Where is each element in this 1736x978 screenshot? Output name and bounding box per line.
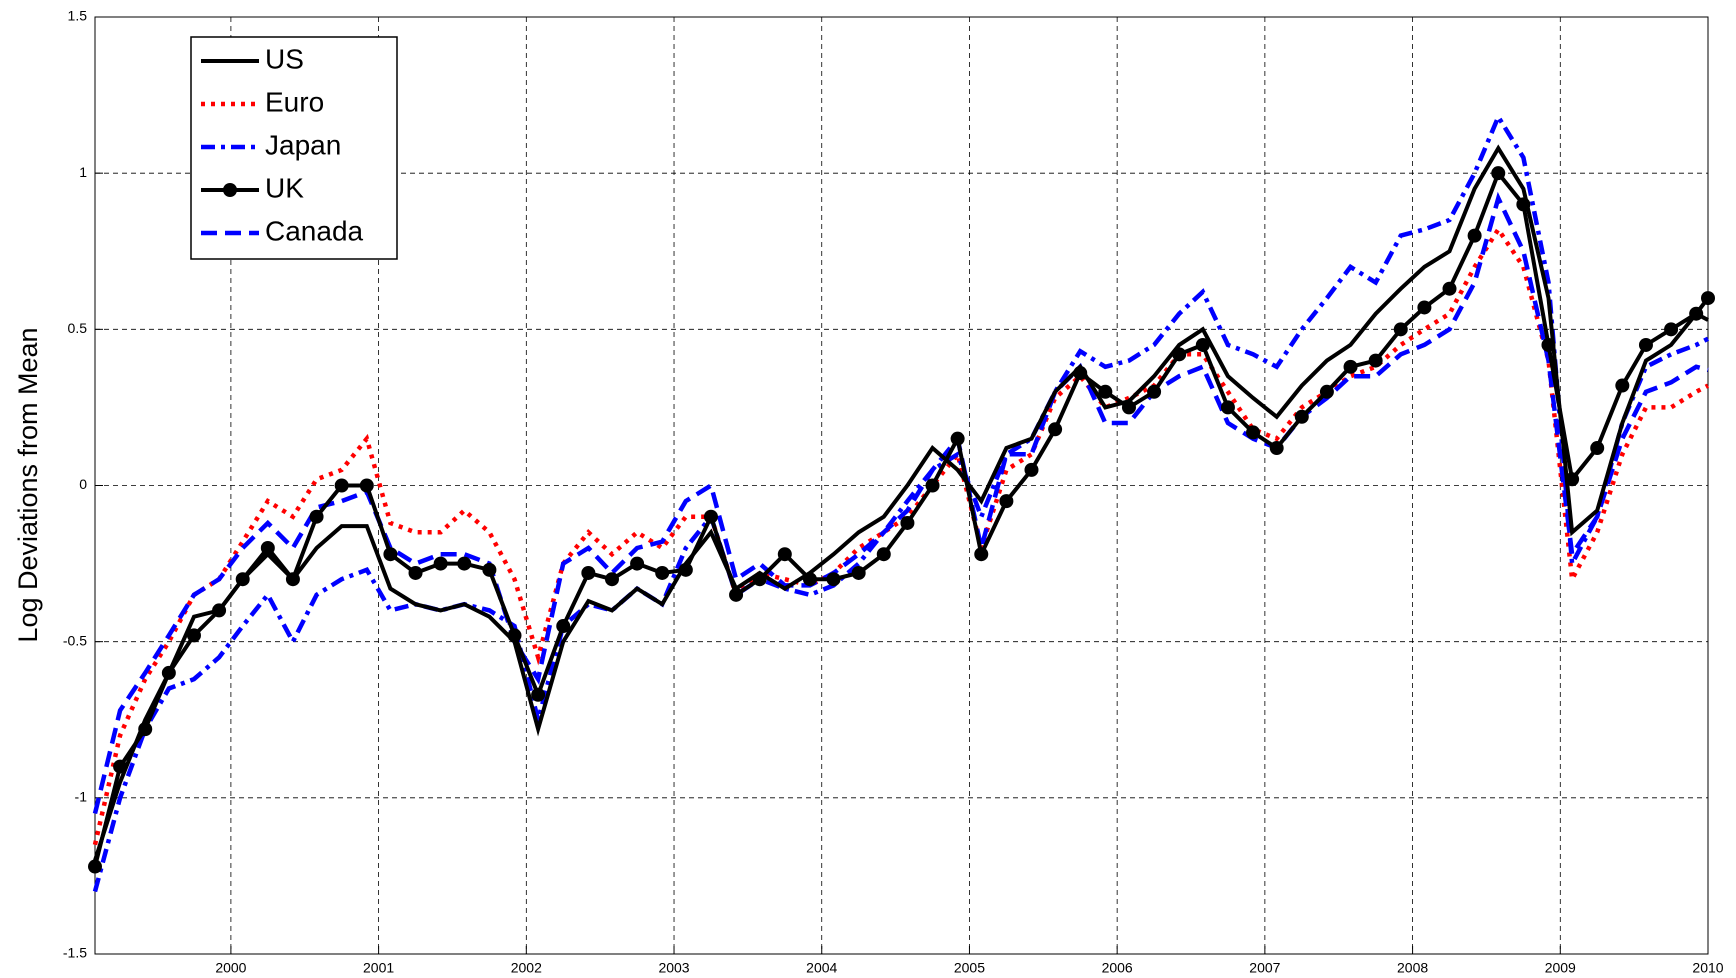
- series-marker: [383, 547, 398, 562]
- series-marker: [309, 509, 324, 524]
- legend-label: Japan: [265, 129, 341, 160]
- x-tick-label: 2003: [658, 960, 689, 976]
- y-tick-label: -0.5: [63, 632, 87, 648]
- series-marker: [507, 628, 522, 643]
- series-marker: [1121, 400, 1136, 415]
- series-marker: [161, 665, 176, 680]
- series-marker: [1615, 378, 1630, 393]
- series-marker: [752, 572, 767, 587]
- legend-box: [190, 36, 398, 260]
- series-marker: [1590, 441, 1605, 456]
- series-marker: [1701, 291, 1715, 306]
- x-tick-label: 2007: [1249, 960, 1280, 976]
- series-marker: [1565, 472, 1580, 487]
- y-tick-label: 0: [79, 476, 87, 492]
- y-tick-label: 1: [79, 164, 87, 180]
- series-marker: [581, 565, 596, 580]
- series-line: [92, 225, 1710, 846]
- series-marker: [851, 565, 866, 580]
- x-tick-label: 2010: [1692, 960, 1723, 976]
- series-line: [93, 144, 1709, 861]
- series-marker: [1195, 337, 1210, 352]
- legend-label: Euro: [265, 86, 324, 117]
- series-marker: [1664, 322, 1679, 337]
- series-marker: [703, 509, 718, 524]
- series-marker: [359, 478, 374, 493]
- legend-label: Canada: [265, 215, 364, 246]
- series-marker: [950, 431, 965, 446]
- series-marker: [630, 556, 645, 571]
- series-marker: [1220, 400, 1235, 415]
- x-tick-label: 2008: [1397, 960, 1428, 976]
- series-marker: [974, 547, 989, 562]
- x-tick-label: 2004: [806, 960, 837, 976]
- series-marker: [457, 556, 472, 571]
- series-marker: [1343, 359, 1358, 374]
- legend-label: UK: [265, 172, 304, 203]
- series-marker: [408, 565, 423, 580]
- series-marker: [113, 759, 128, 774]
- series-marker: [88, 859, 102, 874]
- series-marker: [1147, 384, 1162, 399]
- series-marker: [433, 556, 448, 571]
- series-marker: [925, 478, 940, 493]
- plot-frame: [94, 16, 1709, 955]
- series-marker: [186, 628, 201, 643]
- series-marker: [1638, 337, 1653, 352]
- series-marker: [334, 478, 349, 493]
- x-tick-label: 2002: [511, 960, 542, 976]
- x-tick-label: 2000: [215, 960, 246, 976]
- x-tick-label: 2009: [1545, 960, 1576, 976]
- series-marker: [1246, 425, 1261, 440]
- series-marker: [1516, 197, 1531, 212]
- series-marker: [1098, 384, 1113, 399]
- series-marker: [1368, 353, 1383, 368]
- series-marker: [1491, 166, 1506, 181]
- y-axis-label: Log Deviations from Mean: [13, 327, 43, 642]
- x-tick-label: 2006: [1102, 960, 1133, 976]
- series-marker: [1073, 366, 1088, 381]
- series-marker: [482, 562, 497, 577]
- series-marker: [1442, 281, 1457, 296]
- series-marker: [1269, 441, 1284, 456]
- series-marker: [556, 619, 571, 634]
- series-marker: [1467, 228, 1482, 243]
- series-marker: [678, 562, 693, 577]
- series-marker: [1024, 462, 1039, 477]
- series-marker: [531, 687, 546, 702]
- series-marker: [999, 494, 1014, 509]
- x-tick-label: 2001: [363, 960, 394, 976]
- series-marker: [212, 603, 227, 618]
- y-tick-label: -1.5: [63, 945, 87, 961]
- series-marker: [1689, 306, 1704, 321]
- series-marker: [1417, 300, 1432, 315]
- series-marker: [260, 540, 275, 555]
- series-marker: [655, 565, 670, 580]
- series-marker: [900, 515, 915, 530]
- series-marker: [1393, 322, 1408, 337]
- series-marker: [138, 722, 153, 737]
- series-marker: [729, 587, 744, 602]
- series-marker: [1172, 347, 1187, 362]
- series-line: [92, 111, 1710, 893]
- series-marker: [1048, 422, 1063, 437]
- series-marker: [876, 547, 891, 562]
- series-marker: [1319, 384, 1334, 399]
- series-marker: [604, 572, 619, 587]
- series-marker: [777, 547, 792, 562]
- series-marker: [802, 572, 817, 587]
- series-marker: [285, 572, 300, 587]
- series-marker: [235, 572, 250, 587]
- y-tick-label: -1: [75, 789, 88, 805]
- legend-label: US: [265, 43, 304, 74]
- y-tick-label: 1.5: [68, 8, 88, 24]
- series-marker: [826, 572, 841, 587]
- series-marker: [1541, 337, 1556, 352]
- y-tick-label: 0.5: [68, 320, 88, 336]
- series-marker: [1294, 409, 1309, 424]
- legend-marker: [223, 183, 237, 197]
- x-tick-label: 2005: [954, 960, 985, 976]
